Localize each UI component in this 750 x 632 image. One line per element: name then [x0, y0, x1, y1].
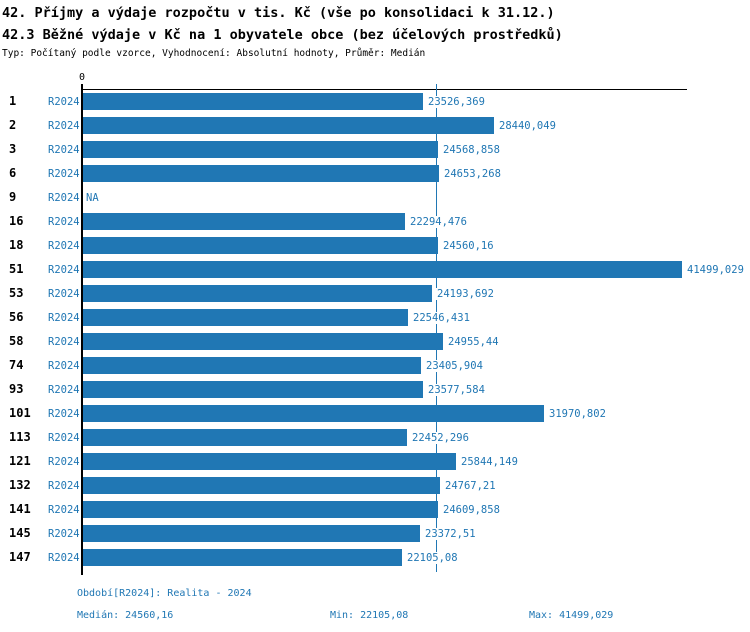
row-series-label: R2024	[48, 528, 80, 540]
row-category-label: 141	[9, 502, 31, 516]
bar-value-label: 23526,369	[427, 96, 486, 108]
bar-value-label: 41499,029	[686, 264, 745, 276]
row-category-label: 58	[9, 334, 24, 348]
bar	[83, 261, 682, 278]
row-category-label: 74	[9, 358, 24, 372]
row-series-label: R2024	[48, 216, 80, 228]
bar-value-label: 24955,44	[447, 336, 500, 348]
bar-value-label: 22294,476	[409, 216, 468, 228]
row-series-label: R2024	[48, 192, 80, 204]
row-series-label: R2024	[48, 240, 80, 252]
row-series-label: R2024	[48, 408, 80, 420]
bar-value-label: 22452,296	[411, 432, 470, 444]
row-series-label: R2024	[48, 168, 80, 180]
row-series-label: R2024	[48, 360, 80, 372]
chart-title: 42. Příjmy a výdaje rozpočtu v tis. Kč (…	[2, 5, 555, 21]
row-series-label: R2024	[48, 96, 80, 108]
row-series-label: R2024	[48, 504, 80, 516]
bar-value-label: 24609,858	[442, 504, 501, 516]
y-axis-line	[81, 84, 83, 575]
row-series-label: R2024	[48, 288, 80, 300]
row-series-label: R2024	[48, 336, 80, 348]
bar	[83, 237, 438, 254]
footer-period-label: Období[R2024]: Realita - 2024	[77, 588, 252, 599]
bar	[83, 381, 423, 398]
bar	[83, 141, 438, 158]
bar-value-label: 31970,802	[548, 408, 607, 420]
row-category-label: 93	[9, 382, 24, 396]
row-category-label: 132	[9, 478, 31, 492]
bar-value-label: 22546,431	[412, 312, 471, 324]
row-category-label: 53	[9, 286, 24, 300]
bar-value-label: 23405,904	[425, 360, 484, 372]
row-category-label: 147	[9, 550, 31, 564]
bar	[83, 525, 420, 542]
row-category-label: 3	[9, 142, 17, 156]
bar-value-label: 28440,049	[498, 120, 557, 132]
footer-median-label: Medián: 24560,16	[77, 610, 174, 621]
x-axis-line	[81, 89, 687, 90]
bar-value-label: 23577,584	[427, 384, 486, 396]
bar-value-label: 24568,858	[442, 144, 501, 156]
bar	[83, 333, 443, 350]
bar	[83, 405, 544, 422]
row-series-label: R2024	[48, 312, 80, 324]
row-category-label: 16	[9, 214, 24, 228]
bar	[83, 117, 494, 134]
row-category-label: 56	[9, 310, 24, 324]
row-category-label: 6	[9, 166, 17, 180]
bar	[83, 453, 456, 470]
row-series-label: R2024	[48, 120, 80, 132]
row-series-label: R2024	[48, 480, 80, 492]
bar-na-label: NA	[85, 192, 100, 204]
row-category-label: 18	[9, 238, 24, 252]
row-series-label: R2024	[48, 552, 80, 564]
footer-max-label: Max: 41499,029	[529, 610, 614, 621]
bar-value-label: 25844,149	[460, 456, 519, 468]
bar	[83, 477, 440, 494]
row-series-label: R2024	[48, 456, 80, 468]
bar-value-label: 24767,21	[444, 480, 497, 492]
row-category-label: 113	[9, 430, 31, 444]
bar-value-label: 24560,16	[442, 240, 495, 252]
row-category-label: 145	[9, 526, 31, 540]
row-series-label: R2024	[48, 264, 80, 276]
row-category-label: 2	[9, 118, 17, 132]
bar	[83, 285, 432, 302]
bar	[83, 501, 438, 518]
bar	[83, 309, 408, 326]
row-category-label: 1	[9, 94, 17, 108]
bar	[83, 93, 423, 110]
bar	[83, 165, 439, 182]
x-axis-zero-tick-label: 0	[78, 72, 86, 83]
bar	[83, 357, 421, 374]
bar	[83, 429, 407, 446]
row-series-label: R2024	[48, 144, 80, 156]
bar	[83, 549, 402, 566]
bar-value-label: 24193,692	[436, 288, 495, 300]
bar-value-label: 24653,268	[443, 168, 502, 180]
row-category-label: 101	[9, 406, 31, 420]
row-series-label: R2024	[48, 384, 80, 396]
row-category-label: 51	[9, 262, 24, 276]
footer-min-label: Min: 22105,08	[330, 610, 409, 621]
bar-value-label: 22105,08	[406, 552, 459, 564]
row-category-label: 9	[9, 190, 17, 204]
bar	[83, 213, 405, 230]
row-series-label: R2024	[48, 432, 80, 444]
row-category-label: 121	[9, 454, 31, 468]
chart-subtitle: 42.3 Běžné výdaje v Kč na 1 obyvatele ob…	[2, 27, 563, 43]
chart-meta-info: Typ: Počítaný podle vzorce, Vyhodnocení:…	[2, 48, 426, 59]
bar-value-label: 23372,51	[424, 528, 477, 540]
median-line	[436, 84, 437, 572]
